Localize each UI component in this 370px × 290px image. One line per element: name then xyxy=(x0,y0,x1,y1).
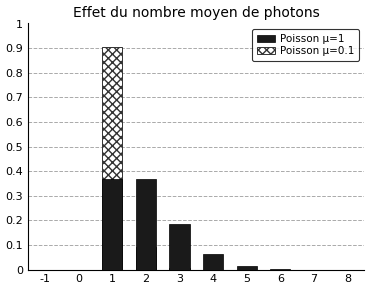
Legend: Poisson μ=1, Poisson μ=0.1: Poisson μ=1, Poisson μ=0.1 xyxy=(252,29,359,61)
Bar xyxy=(169,224,189,270)
Bar xyxy=(136,247,156,270)
Bar xyxy=(270,269,290,270)
Title: Effet du nombre moyen de photons: Effet du nombre moyen de photons xyxy=(73,6,320,19)
Bar xyxy=(237,266,257,270)
Bar xyxy=(102,47,122,270)
Bar xyxy=(102,179,122,270)
Bar xyxy=(169,269,189,270)
Bar xyxy=(203,255,223,270)
Bar xyxy=(136,179,156,270)
